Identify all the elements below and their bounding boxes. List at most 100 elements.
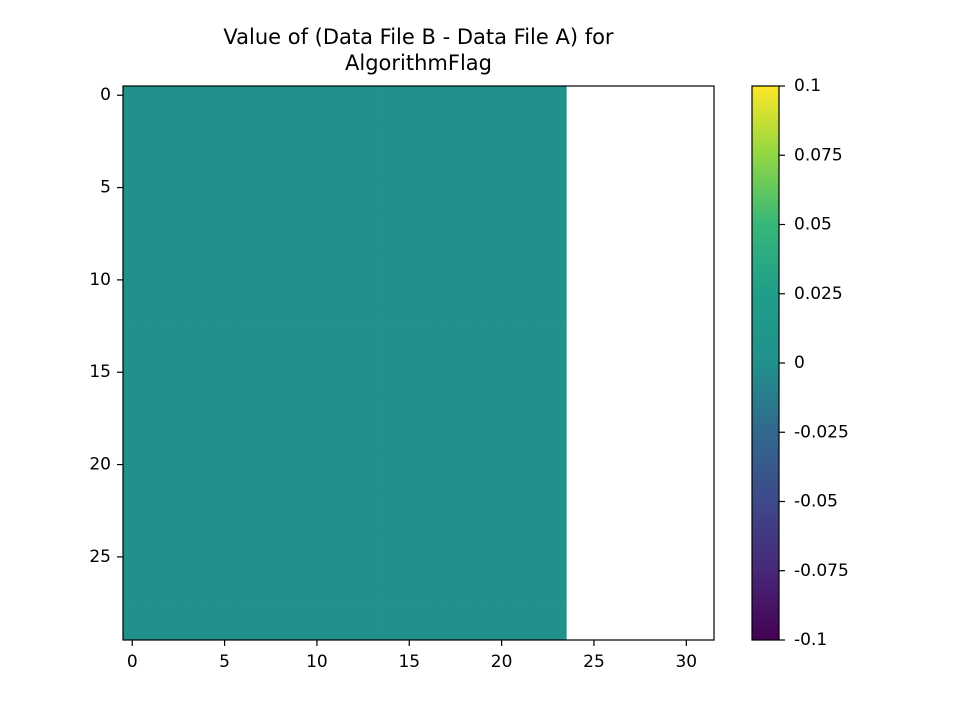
heatmap-cell bbox=[363, 621, 382, 641]
heatmap-cell bbox=[307, 196, 327, 216]
heatmap-cell bbox=[381, 307, 401, 327]
heatmap-cell bbox=[326, 252, 346, 272]
heatmap-cell bbox=[178, 344, 198, 364]
heatmap-cell bbox=[270, 621, 290, 641]
heatmap-cell bbox=[363, 436, 382, 456]
heatmap-cell bbox=[141, 603, 161, 622]
heatmap-cell bbox=[270, 566, 290, 585]
heatmap-cell bbox=[159, 584, 179, 604]
heatmap-cell bbox=[270, 104, 290, 124]
heatmap-cell bbox=[344, 159, 364, 179]
heatmap-cell bbox=[473, 603, 493, 622]
heatmap-cell bbox=[344, 603, 364, 622]
heatmap-cell bbox=[529, 326, 549, 345]
heatmap-cell bbox=[436, 547, 456, 567]
heatmap-cell bbox=[510, 141, 530, 161]
heatmap-cell bbox=[159, 122, 179, 142]
heatmap-cell bbox=[326, 344, 346, 364]
heatmap-cell bbox=[436, 492, 456, 512]
heatmap-cell bbox=[418, 104, 438, 124]
heatmap-cell bbox=[123, 363, 142, 382]
heatmap-cell bbox=[473, 196, 493, 216]
heatmap-cell bbox=[141, 547, 161, 567]
heatmap-cell bbox=[178, 141, 198, 161]
heatmap-cell bbox=[159, 252, 179, 272]
heatmap-cell bbox=[159, 492, 179, 512]
heatmap-cell bbox=[252, 547, 272, 567]
heatmap-cell bbox=[418, 418, 438, 438]
heatmap-cell bbox=[510, 381, 530, 401]
heatmap-cell bbox=[492, 363, 512, 382]
heatmap-cell bbox=[196, 252, 216, 272]
heatmap-cell bbox=[159, 196, 179, 216]
heatmap-cell bbox=[326, 141, 346, 161]
heatmap-cell bbox=[196, 566, 216, 585]
heatmap-cell bbox=[455, 418, 475, 438]
heatmap-cell bbox=[418, 436, 438, 456]
heatmap-cell bbox=[307, 159, 327, 179]
heatmap-cell bbox=[233, 233, 253, 253]
heatmap-cell bbox=[381, 399, 401, 419]
heatmap-cell bbox=[252, 289, 272, 308]
heatmap-cell bbox=[473, 86, 493, 105]
heatmap-cell bbox=[123, 455, 142, 475]
heatmap-cell bbox=[233, 289, 253, 308]
heatmap-cell bbox=[289, 363, 309, 382]
heatmap-cell bbox=[141, 381, 161, 401]
heatmap-cell bbox=[344, 381, 364, 401]
heatmap-cell bbox=[123, 326, 142, 345]
heatmap-cell bbox=[473, 289, 493, 308]
heatmap-cell bbox=[473, 252, 493, 272]
heatmap-cell bbox=[529, 196, 549, 216]
heatmap-cell bbox=[436, 455, 456, 475]
heatmap-cell bbox=[381, 289, 401, 308]
heatmap-cell bbox=[510, 547, 530, 567]
colorbar-tick-label: -0.05 bbox=[794, 492, 838, 512]
heatmap-cell bbox=[233, 436, 253, 456]
heatmap-cell bbox=[473, 473, 493, 493]
heatmap-cell bbox=[141, 492, 161, 512]
heatmap-cell bbox=[492, 418, 512, 438]
heatmap-cell bbox=[289, 122, 309, 142]
heatmap-cell bbox=[196, 344, 216, 364]
heatmap-cell bbox=[381, 215, 401, 235]
heatmap-cell bbox=[289, 529, 309, 549]
x-tick-label: 10 bbox=[306, 652, 328, 672]
heatmap-cell bbox=[178, 289, 198, 308]
heatmap-cell bbox=[123, 141, 142, 161]
heatmap-cell bbox=[141, 621, 161, 641]
heatmap-cell bbox=[381, 547, 401, 567]
heatmap-cell bbox=[547, 326, 567, 345]
heatmap-cell bbox=[455, 196, 475, 216]
heatmap-cell bbox=[307, 418, 327, 438]
heatmap-cell bbox=[196, 270, 216, 290]
heatmap-cell bbox=[289, 418, 309, 438]
heatmap-cell bbox=[529, 566, 549, 585]
heatmap-cell bbox=[307, 122, 327, 142]
heatmap-cell bbox=[529, 344, 549, 364]
heatmap-cell bbox=[159, 621, 179, 641]
heatmap-cell bbox=[252, 141, 272, 161]
heatmap-cell bbox=[363, 473, 382, 493]
heatmap-cell bbox=[141, 326, 161, 345]
heatmap-cell bbox=[418, 270, 438, 290]
heatmap-cell bbox=[270, 584, 290, 604]
heatmap-cell bbox=[270, 547, 290, 567]
heatmap-cell bbox=[307, 344, 327, 364]
heatmap-cell bbox=[233, 418, 253, 438]
heatmap-cell bbox=[529, 178, 549, 198]
heatmap-cell bbox=[270, 529, 290, 549]
heatmap-cell bbox=[547, 473, 567, 493]
heatmap-cell bbox=[178, 178, 198, 198]
heatmap-cell bbox=[529, 399, 549, 419]
heatmap-cell bbox=[529, 270, 549, 290]
heatmap-cell bbox=[381, 233, 401, 253]
heatmap-cell bbox=[141, 455, 161, 475]
heatmap-cell bbox=[289, 86, 309, 105]
heatmap-cell bbox=[436, 289, 456, 308]
heatmap-cell bbox=[363, 233, 382, 253]
heatmap-cell bbox=[529, 473, 549, 493]
heatmap-cell bbox=[270, 326, 290, 345]
